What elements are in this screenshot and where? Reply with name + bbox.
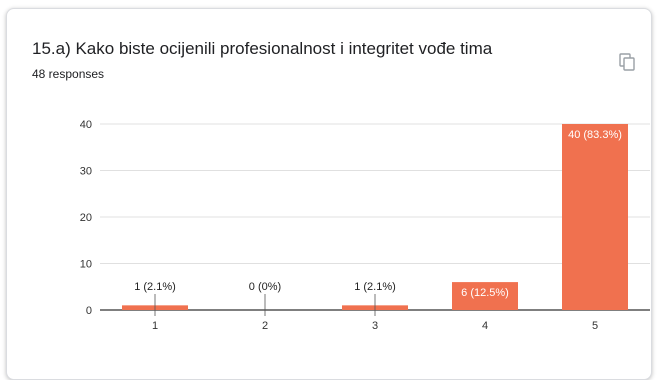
y-tick-label: 30: [80, 166, 92, 178]
x-axis-ticks: 1 2 3 4 5: [152, 320, 598, 332]
y-tick-label: 10: [80, 259, 92, 271]
x-tick-label: 1: [152, 320, 158, 332]
y-tick-label: 0: [86, 305, 92, 317]
chart-card: 15.a) Kako biste ocijenili profesionalno…: [6, 8, 652, 380]
x-tick-label: 5: [592, 320, 598, 332]
data-label: 1 (2.1%): [134, 281, 176, 293]
data-labels: 1 (2.1%) 0 (0%) 1 (2.1%) 6 (12.5%) 40 (83.3%…: [134, 129, 622, 299]
bar[interactable]: [452, 282, 518, 310]
question-title: 15.a) Kako biste ocijenili profesionalno…: [32, 39, 493, 58]
x-tick-label: 3: [372, 320, 378, 332]
data-label: 40 (83.3%): [568, 129, 622, 141]
copy-icon[interactable]: [619, 53, 635, 71]
data-label: 1 (2.1%): [354, 281, 396, 293]
x-tick-label: 2: [262, 320, 268, 332]
data-label: 6 (12.5%): [461, 287, 509, 299]
y-tick-label: 40: [80, 119, 92, 131]
x-tick-label: 4: [482, 320, 488, 332]
responses-count: 48 responses: [32, 67, 105, 81]
data-label: 0 (0%): [249, 281, 281, 293]
y-axis-ticks: 0 10 20 30 40: [80, 119, 92, 317]
bar[interactable]: [562, 124, 628, 310]
label-stems: [154, 294, 376, 316]
y-tick-label: 20: [80, 212, 92, 224]
